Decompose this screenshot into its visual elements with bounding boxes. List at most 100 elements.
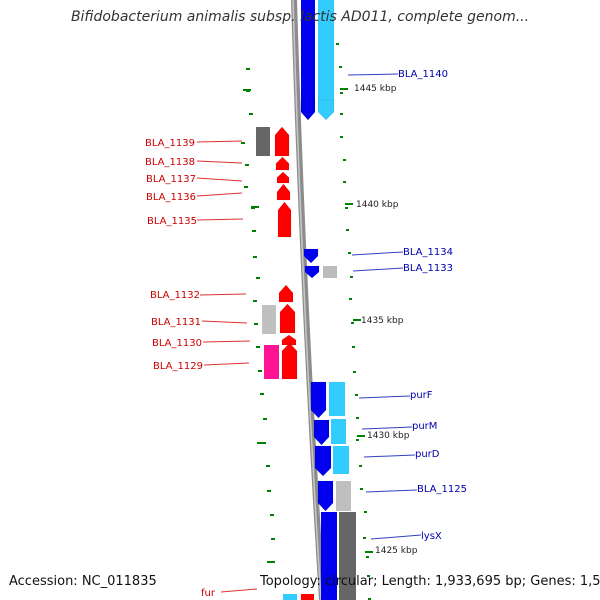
- tick-mark: [267, 490, 271, 492]
- gene-features: [256, 0, 356, 600]
- leader-line: [358, 395, 411, 399]
- gene-label-left[interactable]: BLA_1131: [151, 317, 201, 328]
- leader-line: [352, 267, 404, 272]
- backbone-highlight: [292, 0, 322, 600]
- tick-mark: [349, 298, 352, 300]
- tick-mark: [246, 68, 250, 70]
- leader-line: [196, 218, 244, 221]
- gene-arrow-forward: [279, 303, 296, 334]
- tick-mark: [245, 164, 249, 166]
- gene-arrow-forward: [276, 171, 290, 184]
- tick-mark: [252, 230, 256, 232]
- gene-label-left[interactable]: BLA_1136: [146, 192, 196, 203]
- leader-line: [361, 426, 413, 430]
- accession-text: Accession: NC_011835: [9, 574, 157, 589]
- pseudogene-block: [323, 266, 337, 278]
- summary-text: Topology: circular; Length: 1,933,695 bp…: [260, 574, 600, 589]
- tick-mark: [350, 276, 353, 278]
- tick-mark: [365, 551, 373, 553]
- gene-label-right[interactable]: purF: [410, 390, 433, 401]
- leader-line: [365, 489, 418, 493]
- gene-arrow-reverse: [321, 512, 337, 600]
- tick-mark: [256, 346, 260, 348]
- gene-arrow-forward: [274, 126, 290, 157]
- tick-mark: [257, 442, 265, 444]
- gene-label-right[interactable]: purM: [412, 421, 437, 432]
- gene-label-left[interactable]: BLA_1139: [145, 138, 195, 149]
- gene-arrow-forward: [281, 334, 297, 346]
- pseudogene-block: [262, 305, 276, 334]
- gene-arrow-forward: [301, 594, 314, 600]
- gene-label-right[interactable]: purD: [415, 449, 440, 460]
- tick-mark: [357, 435, 365, 437]
- leader-line: [220, 588, 258, 593]
- tick-mark: [356, 417, 359, 419]
- gene-arrow-reverse: [313, 419, 330, 446]
- gene-arrow-reverse: [317, 480, 334, 512]
- map-title: Bifidobacterium animalis subsp. lactis A…: [70, 9, 530, 25]
- tick-mark: [360, 488, 363, 490]
- gene-label-right[interactable]: BLA_1133: [403, 263, 453, 274]
- tick-mark: [363, 537, 366, 539]
- gene-label-right[interactable]: BLA_1134: [403, 247, 453, 258]
- gene-label-left[interactable]: BLA_1129: [153, 361, 203, 372]
- tick-mark: [258, 370, 262, 372]
- tick-mark: [352, 346, 355, 348]
- leader-line: [203, 362, 250, 366]
- tick-mark: [356, 439, 359, 441]
- leader-line: [196, 177, 243, 182]
- tick-mark: [364, 511, 367, 513]
- cds-block: [331, 419, 346, 444]
- tick-mark: [351, 322, 354, 324]
- gene-label-left[interactable]: BLA_1138: [145, 157, 195, 168]
- gene-arrow-reverse: [301, 0, 315, 110]
- tick-mark: [271, 538, 275, 540]
- leader-line: [363, 454, 416, 458]
- leader-line: [199, 293, 247, 296]
- tick-mark: [260, 393, 264, 395]
- gene-arrow-forward: [281, 342, 298, 380]
- gene-label-right[interactable]: BLA_1125: [417, 484, 467, 495]
- tick-mark: [340, 136, 343, 138]
- leader-line: [370, 534, 422, 540]
- gene-arrow-reverse: [304, 265, 320, 279]
- gene-arrow-reverse: [310, 381, 327, 419]
- tick-mark: [340, 92, 343, 94]
- tick-mark: [343, 181, 346, 183]
- leader-line: [347, 73, 399, 76]
- scale-label: 1435 kbp: [361, 316, 404, 326]
- leader-line: [196, 140, 243, 143]
- tick-mark: [368, 598, 371, 600]
- gene-arrow-forward: [275, 156, 290, 171]
- gene-arrow-reverse: [300, 99, 316, 121]
- tick-mark: [353, 319, 361, 321]
- pseudogene-block: [336, 481, 351, 511]
- tick-mark: [345, 207, 348, 209]
- gene-arrow-forward: [278, 284, 294, 303]
- left-labels: BLA_1139 BLA_1138 BLA_1137 BLA_1136 BLA_1135…: [145, 138, 258, 599]
- leader-line: [196, 192, 243, 197]
- gene-arrow-reverse: [314, 445, 332, 477]
- cds-block: [329, 382, 345, 416]
- cds-block: [318, 0, 334, 110]
- tick-mark: [366, 556, 369, 558]
- scale-ticks: 1445 kbp 1440 kbp 1435 kbp 1430 kbp 1425 kbp: [354, 84, 418, 556]
- gene-label-right[interactable]: BLA_1140: [398, 69, 448, 80]
- gene-label-left[interactable]: BLA_1130: [152, 338, 202, 349]
- gene-label-left[interactable]: fur: [201, 588, 216, 599]
- right-labels: BLA_1140 BLA_1134 BLA_1133 purF purM purD BLA_…: [347, 69, 467, 542]
- gene-label-left[interactable]: BLA_1135: [147, 216, 197, 227]
- tick-mark: [266, 465, 270, 467]
- gene-arrow-forward: [277, 201, 292, 238]
- tick-mark: [346, 229, 349, 231]
- gene-label-left[interactable]: BLA_1137: [146, 174, 196, 185]
- tick-mark: [359, 465, 362, 467]
- gene-label-left[interactable]: BLA_1132: [150, 290, 200, 301]
- gene-label-right[interactable]: lysX: [421, 531, 442, 542]
- leader-line: [196, 160, 243, 164]
- tick-mark: [340, 113, 343, 115]
- gene-arrow-reverse: [303, 248, 319, 264]
- scale-label: 1425 kbp: [375, 546, 418, 556]
